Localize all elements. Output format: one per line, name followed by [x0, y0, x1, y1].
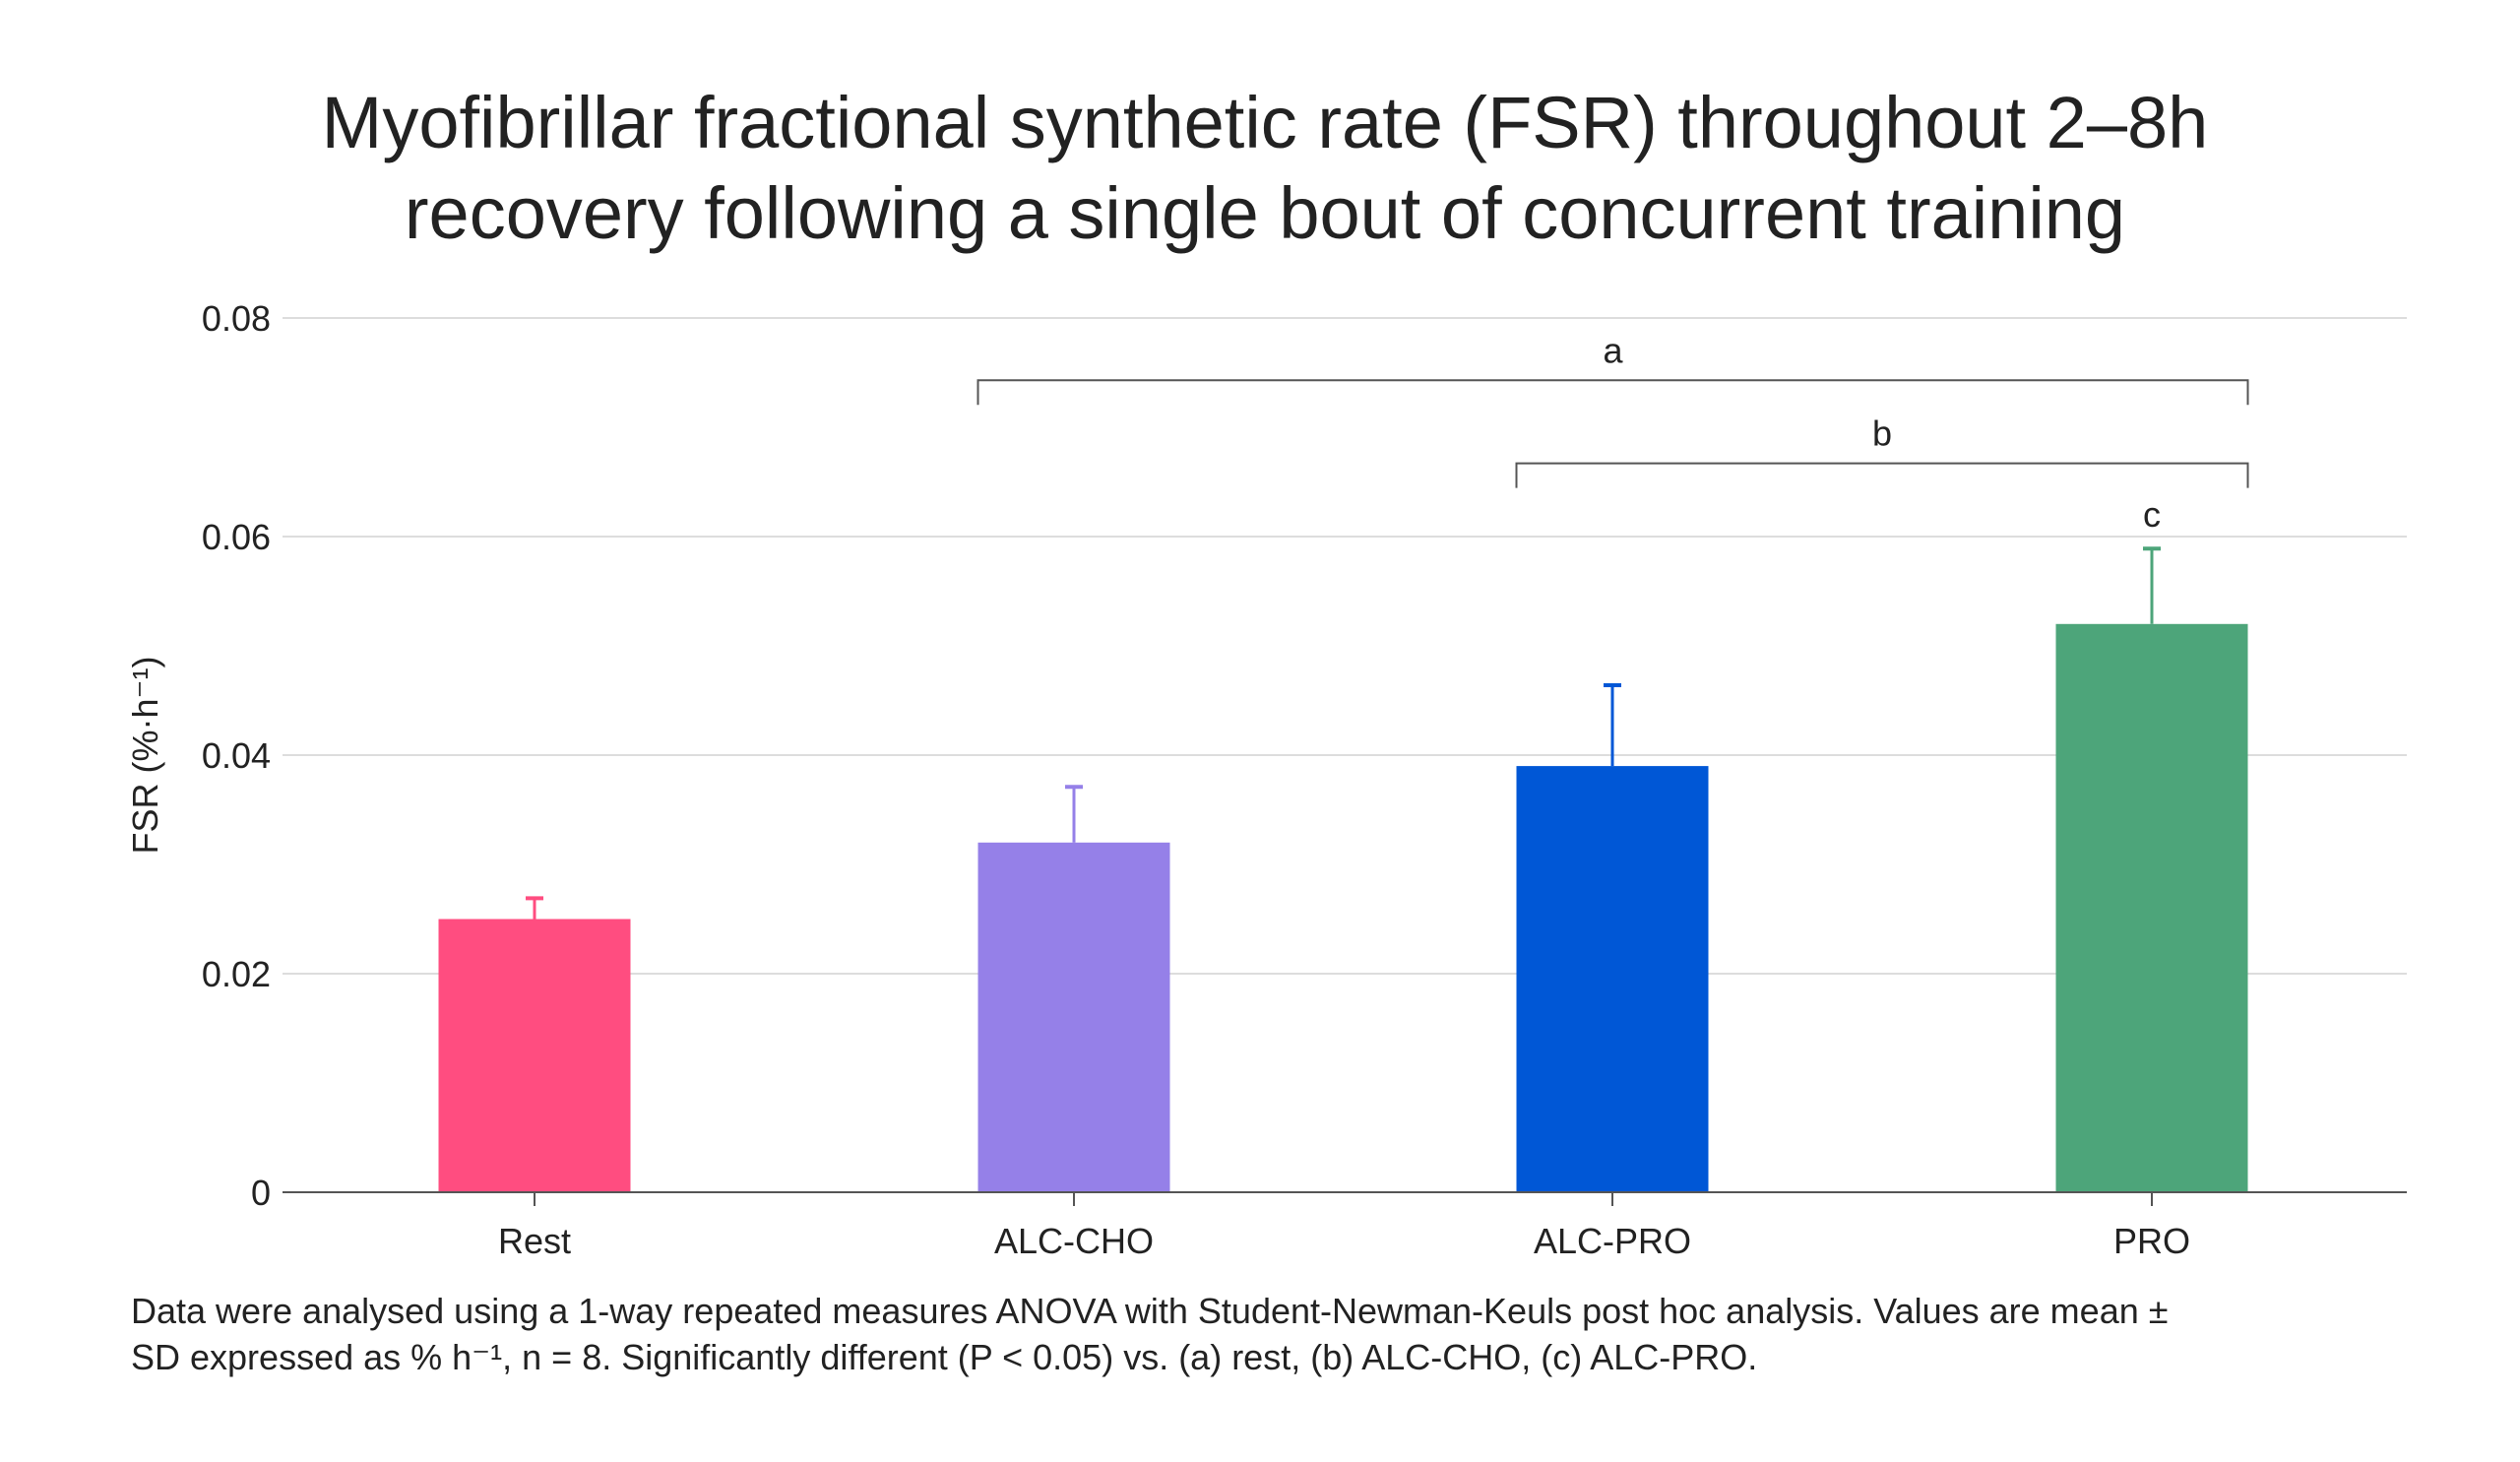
- x-tick-label: ALC-PRO: [1534, 1221, 1691, 1261]
- x-tick-label: ALC-CHO: [994, 1221, 1154, 1261]
- bar-alc-pro: [1516, 766, 1709, 1192]
- significance-label-a: a: [1603, 330, 1623, 370]
- y-tick-label: 0: [251, 1173, 271, 1213]
- significance-bracket-a: [976, 379, 2249, 406]
- significance-bracket-b: [1515, 462, 2249, 488]
- y-tick-label: 0.02: [202, 954, 271, 994]
- chart-title-line-2: recovery following a single bout of conc…: [405, 172, 2125, 254]
- bar-alc-cho: [977, 842, 1170, 1192]
- chart-title-line-1: Myofibrillar fractional synthetic rate (…: [322, 82, 2209, 163]
- y-tick-label: 0.06: [202, 517, 271, 557]
- significance-label-c: c: [2143, 494, 2161, 535]
- bar-rest: [438, 919, 631, 1192]
- x-tick-label: PRO: [2113, 1221, 2190, 1261]
- bar-pro: [2055, 623, 2248, 1192]
- chart-caption: Data were analysed using a 1-way repeate…: [131, 1288, 2425, 1380]
- significance-label-b: b: [1872, 413, 1892, 454]
- y-axis-label: FSR (%·h⁻¹): [125, 657, 165, 855]
- caption-line-2: SD expressed as % h⁻¹, n = 8. Significan…: [131, 1337, 1758, 1377]
- x-tick-label: Rest: [498, 1221, 571, 1261]
- y-tick-label: 0.08: [202, 298, 271, 339]
- y-tick-label: 0.04: [202, 735, 271, 776]
- caption-line-1: Data were analysed using a 1-way repeate…: [131, 1291, 2169, 1331]
